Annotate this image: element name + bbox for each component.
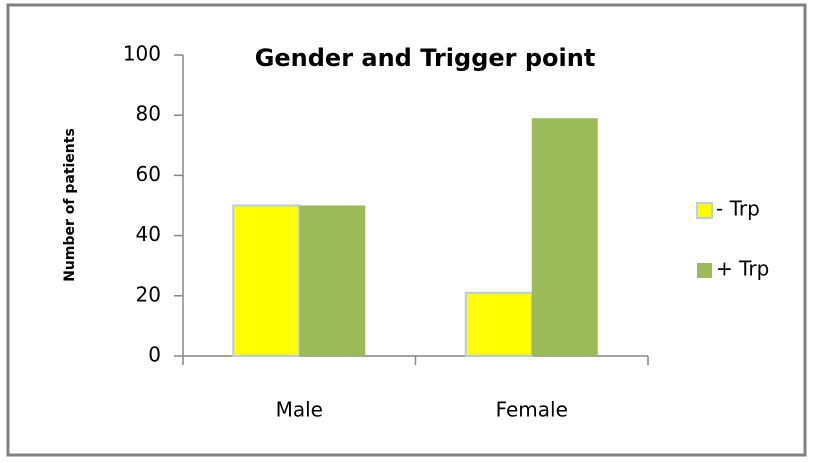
legend-swatch <box>697 263 712 278</box>
legend-label: - Trp <box>716 197 760 221</box>
y-tick-label: 60 <box>136 162 161 186</box>
x-tick-label: Female <box>496 398 568 422</box>
chart-title: Gender and Trigger point <box>255 44 596 72</box>
legend-label: + Trp <box>716 257 769 281</box>
bar <box>299 205 366 356</box>
y-tick-label: 20 <box>136 282 161 306</box>
y-axis-label: Number of patients <box>62 128 78 282</box>
y-tick-label: 80 <box>136 102 161 126</box>
y-tick-label: 40 <box>136 222 161 246</box>
y-tick-label: 0 <box>148 343 161 367</box>
bar <box>531 118 598 357</box>
y-tick-label: 100 <box>123 42 161 66</box>
bar <box>232 204 301 357</box>
x-tick-label: Male <box>276 398 323 422</box>
legend-swatch <box>696 202 713 219</box>
chart-frame <box>6 3 807 457</box>
bar <box>464 291 533 358</box>
